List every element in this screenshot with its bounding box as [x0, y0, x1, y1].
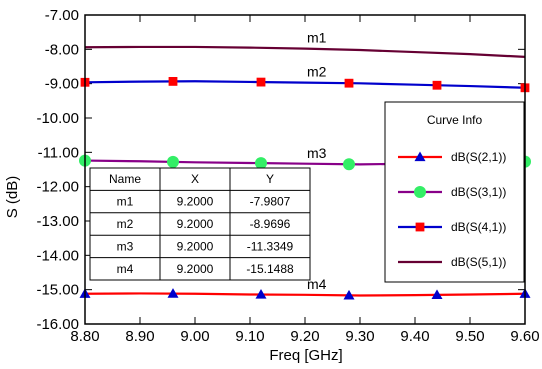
marker-label: m2 — [307, 64, 327, 80]
x-axis-label: Freq [GHz] — [269, 347, 342, 364]
square-marker — [415, 222, 425, 232]
triangle-marker — [167, 288, 179, 298]
x-tick-label: 9.00 — [180, 328, 209, 345]
marker-table: Name X Ym1 9.2000 -7.9807 m2 9.2000 -8.9696 m3 9.… — [89, 167, 311, 281]
table-cell: -15.1488 — [246, 262, 294, 276]
table-cell: -8.9696 — [250, 217, 291, 231]
circle-marker — [167, 155, 179, 168]
square-marker — [344, 78, 354, 88]
legend-entry-label: dB(S(4,1)) — [451, 220, 506, 234]
y-tick-label: -10.00 — [36, 110, 79, 127]
x-tick-label: 9.10 — [235, 328, 264, 345]
table-cell: -11.3349 — [247, 239, 294, 253]
marker-label: m1 — [307, 30, 327, 46]
legend-entry-label: dB(S(5,1)) — [451, 255, 506, 269]
table-cell: 9.2000 — [177, 262, 214, 276]
marker-label: m4 — [307, 276, 327, 292]
series-line — [84, 45, 526, 58]
series-line — [84, 292, 526, 297]
y-tick-label: -13.00 — [36, 213, 79, 230]
triangle-marker — [431, 289, 443, 300]
table-header-cell: Name — [109, 172, 141, 186]
y-tick-label: -12.00 — [36, 179, 79, 196]
x-tick-label: 8.80 — [70, 328, 99, 345]
series-line — [84, 80, 526, 89]
x-tick-label: 9.30 — [345, 328, 374, 345]
x-tick-label: 8.90 — [125, 328, 154, 345]
y-tick-label: -8.00 — [45, 41, 79, 58]
table-cell: m3 — [117, 239, 134, 253]
table-header-cell: X — [191, 172, 199, 186]
square-marker — [432, 80, 442, 90]
triangle-marker — [255, 289, 267, 299]
legend-entry-label: dB(S(3,1)) — [451, 185, 506, 199]
triangle-marker — [414, 151, 426, 162]
y-axis-label: S (dB) — [4, 176, 21, 219]
table-header-cell: Y — [266, 172, 274, 186]
square-marker — [256, 77, 266, 87]
x-axis-ticks: 8.80 8.90 9.00 9.10 9.20 9.30 9.40 9.50 9.60 — [70, 15, 540, 345]
triangle-marker — [343, 289, 355, 300]
x-tick-label: 9.20 — [290, 328, 319, 345]
table-cell: 9.2000 — [177, 195, 214, 209]
x-tick-label: 9.60 — [510, 328, 539, 345]
plot-frame — [84, 14, 526, 325]
y-tick-label: -14.00 — [36, 247, 79, 264]
marker-labels: m1 m2 m3 m4 — [307, 30, 327, 292]
circle-marker — [255, 157, 267, 170]
y-tick-label: -16.00 — [36, 316, 79, 333]
table-cell: 9.2000 — [177, 217, 214, 231]
table-cell: m1 — [117, 195, 134, 209]
x-tick-label: 9.50 — [455, 328, 484, 345]
y-tick-label: -9.00 — [45, 76, 79, 93]
circle-marker — [343, 158, 355, 171]
marker-label: m3 — [307, 145, 327, 161]
y-tick-label: -11.00 — [38, 144, 79, 161]
circle-marker — [414, 186, 426, 198]
y-tick-label: -7.00 — [45, 7, 79, 24]
table-cell: m4 — [117, 262, 134, 276]
legend-title: Curve Info — [427, 113, 483, 127]
table-cell: 9.2000 — [177, 239, 214, 253]
x-tick-label: 9.40 — [400, 328, 429, 345]
marker-table-frame — [89, 167, 311, 281]
legend-box: Curve Info dB(S(2,1)) dB(S(3,1)) dB(S(4,1))… — [384, 101, 525, 283]
y-tick-label: -15.00 — [36, 282, 79, 299]
square-marker — [168, 77, 178, 86]
legend-entry-label: dB(S(2,1)) — [451, 150, 506, 164]
table-cell: -7.9807 — [250, 195, 291, 209]
table-cell: m2 — [117, 217, 134, 231]
